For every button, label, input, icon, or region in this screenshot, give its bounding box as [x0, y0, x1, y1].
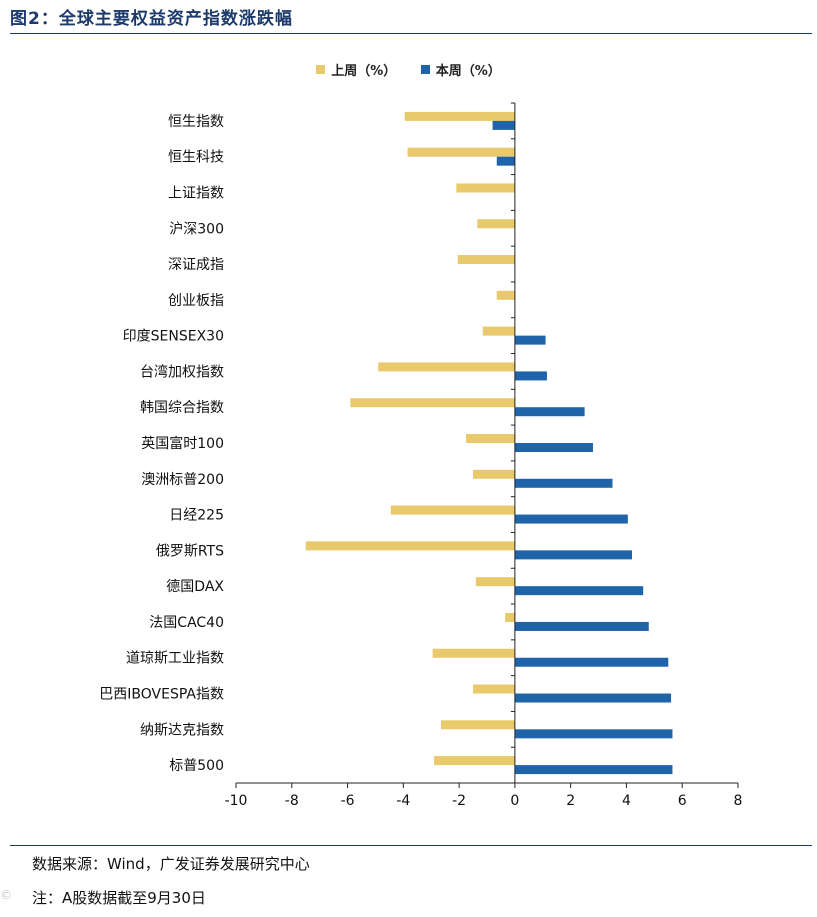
- legend-swatch-this-week: [420, 65, 430, 74]
- category-label-9: 英国富时100: [141, 435, 224, 452]
- bar-last-week-11: [390, 505, 515, 515]
- x-tick-label-4: -2: [452, 793, 466, 809]
- bar-this-week-7: [514, 371, 547, 381]
- bar-this-week-13: [514, 586, 644, 596]
- bar-this-week-6: [514, 335, 546, 345]
- category-label-4: 深证成指: [168, 257, 224, 273]
- figure-title: 图2：全球主要权益资产指数涨跌幅: [10, 9, 293, 29]
- bar-last-week-9: [466, 434, 515, 443]
- footer-divider: [10, 845, 812, 846]
- category-label-10: 澳洲标普200: [141, 472, 224, 488]
- legend-swatch-last-week: [316, 65, 326, 74]
- x-tick-label-2: -6: [341, 793, 355, 809]
- x-tick-label-8: 6: [678, 793, 687, 809]
- category-label-16: 巴西IBOVESPA指数: [99, 687, 224, 703]
- bar-last-week-1: [407, 147, 515, 157]
- bar-last-week-10: [473, 469, 515, 479]
- category-label-17: 纳斯达克指数: [140, 722, 224, 738]
- x-tick-label-1: -8: [285, 793, 299, 809]
- bar-this-week-14: [514, 621, 649, 631]
- category-label-7: 台湾加权指数: [140, 363, 224, 380]
- bar-this-week-8: [514, 407, 585, 417]
- category-label-3: 沪深300: [169, 221, 224, 237]
- x-tick-label-6: 2: [566, 793, 575, 809]
- bar-last-week-0: [404, 111, 515, 121]
- legend-label-this-week: 本周（%）: [435, 64, 501, 79]
- bar-last-week-5: [496, 290, 515, 300]
- x-tick-label-5: 0: [510, 793, 519, 809]
- category-label-2: 上证指数: [168, 185, 224, 201]
- legend-item-last-week: 上周（%）: [316, 60, 396, 79]
- category-label-13: 德国DAX: [166, 579, 224, 595]
- bar-last-week-8: [350, 398, 515, 408]
- watermark: ©: [0, 888, 12, 902]
- chart-legend: 上周（%） 本周（%）: [0, 60, 817, 79]
- bar-last-week-18: [434, 756, 515, 766]
- category-label-18: 标普500: [169, 758, 224, 774]
- bar-last-week-13: [475, 577, 515, 587]
- bar-last-week-14: [505, 612, 515, 622]
- bar-last-week-7: [378, 362, 515, 372]
- bar-last-week-6: [482, 326, 515, 336]
- bar-this-week-16: [514, 693, 672, 703]
- bar-this-week-9: [514, 443, 593, 452]
- bar-this-week-1: [496, 156, 515, 166]
- category-label-0: 恒生指数: [168, 114, 224, 130]
- bar-last-week-16: [473, 684, 515, 694]
- bar-this-week-11: [514, 514, 628, 524]
- source-note: 数据来源：Wind，广发证券发展研究中心: [32, 855, 310, 873]
- x-tick-label-3: -4: [396, 793, 410, 809]
- bar-last-week-15: [432, 648, 515, 658]
- bar-last-week-2: [456, 183, 515, 193]
- category-label-14: 法国CAC40: [149, 615, 224, 631]
- title-divider: [10, 33, 812, 34]
- data-note: 注：A股数据截至9月30日: [32, 889, 206, 907]
- bar-last-week-17: [440, 720, 515, 730]
- bar-last-week-3: [477, 219, 515, 229]
- legend-item-this-week: 本周（%）: [420, 60, 501, 79]
- x-tick-label-7: 4: [622, 793, 631, 809]
- category-label-15: 道琼斯工业指数: [126, 651, 224, 667]
- category-label-11: 日经225: [169, 508, 224, 524]
- legend-label-last-week: 上周（%）: [331, 64, 397, 79]
- bar-this-week-12: [514, 550, 633, 560]
- bar-this-week-15: [514, 657, 669, 667]
- x-tick-label-9: 8: [734, 793, 743, 809]
- bar-this-week-0: [492, 120, 515, 130]
- bar-this-week-10: [514, 478, 613, 488]
- bar-last-week-12: [305, 541, 515, 551]
- category-label-5: 创业板指: [168, 293, 224, 309]
- x-tick-label-0: -10: [225, 793, 248, 809]
- bar-this-week-18: [514, 765, 673, 775]
- category-label-12: 俄罗斯RTS: [156, 543, 224, 559]
- category-label-8: 韩国综合指数: [140, 400, 224, 416]
- category-label-6: 印度SENSEX30: [123, 329, 224, 345]
- bar-this-week-17: [514, 729, 673, 739]
- category-label-1: 恒生科技: [168, 150, 224, 166]
- bar-last-week-4: [457, 255, 515, 265]
